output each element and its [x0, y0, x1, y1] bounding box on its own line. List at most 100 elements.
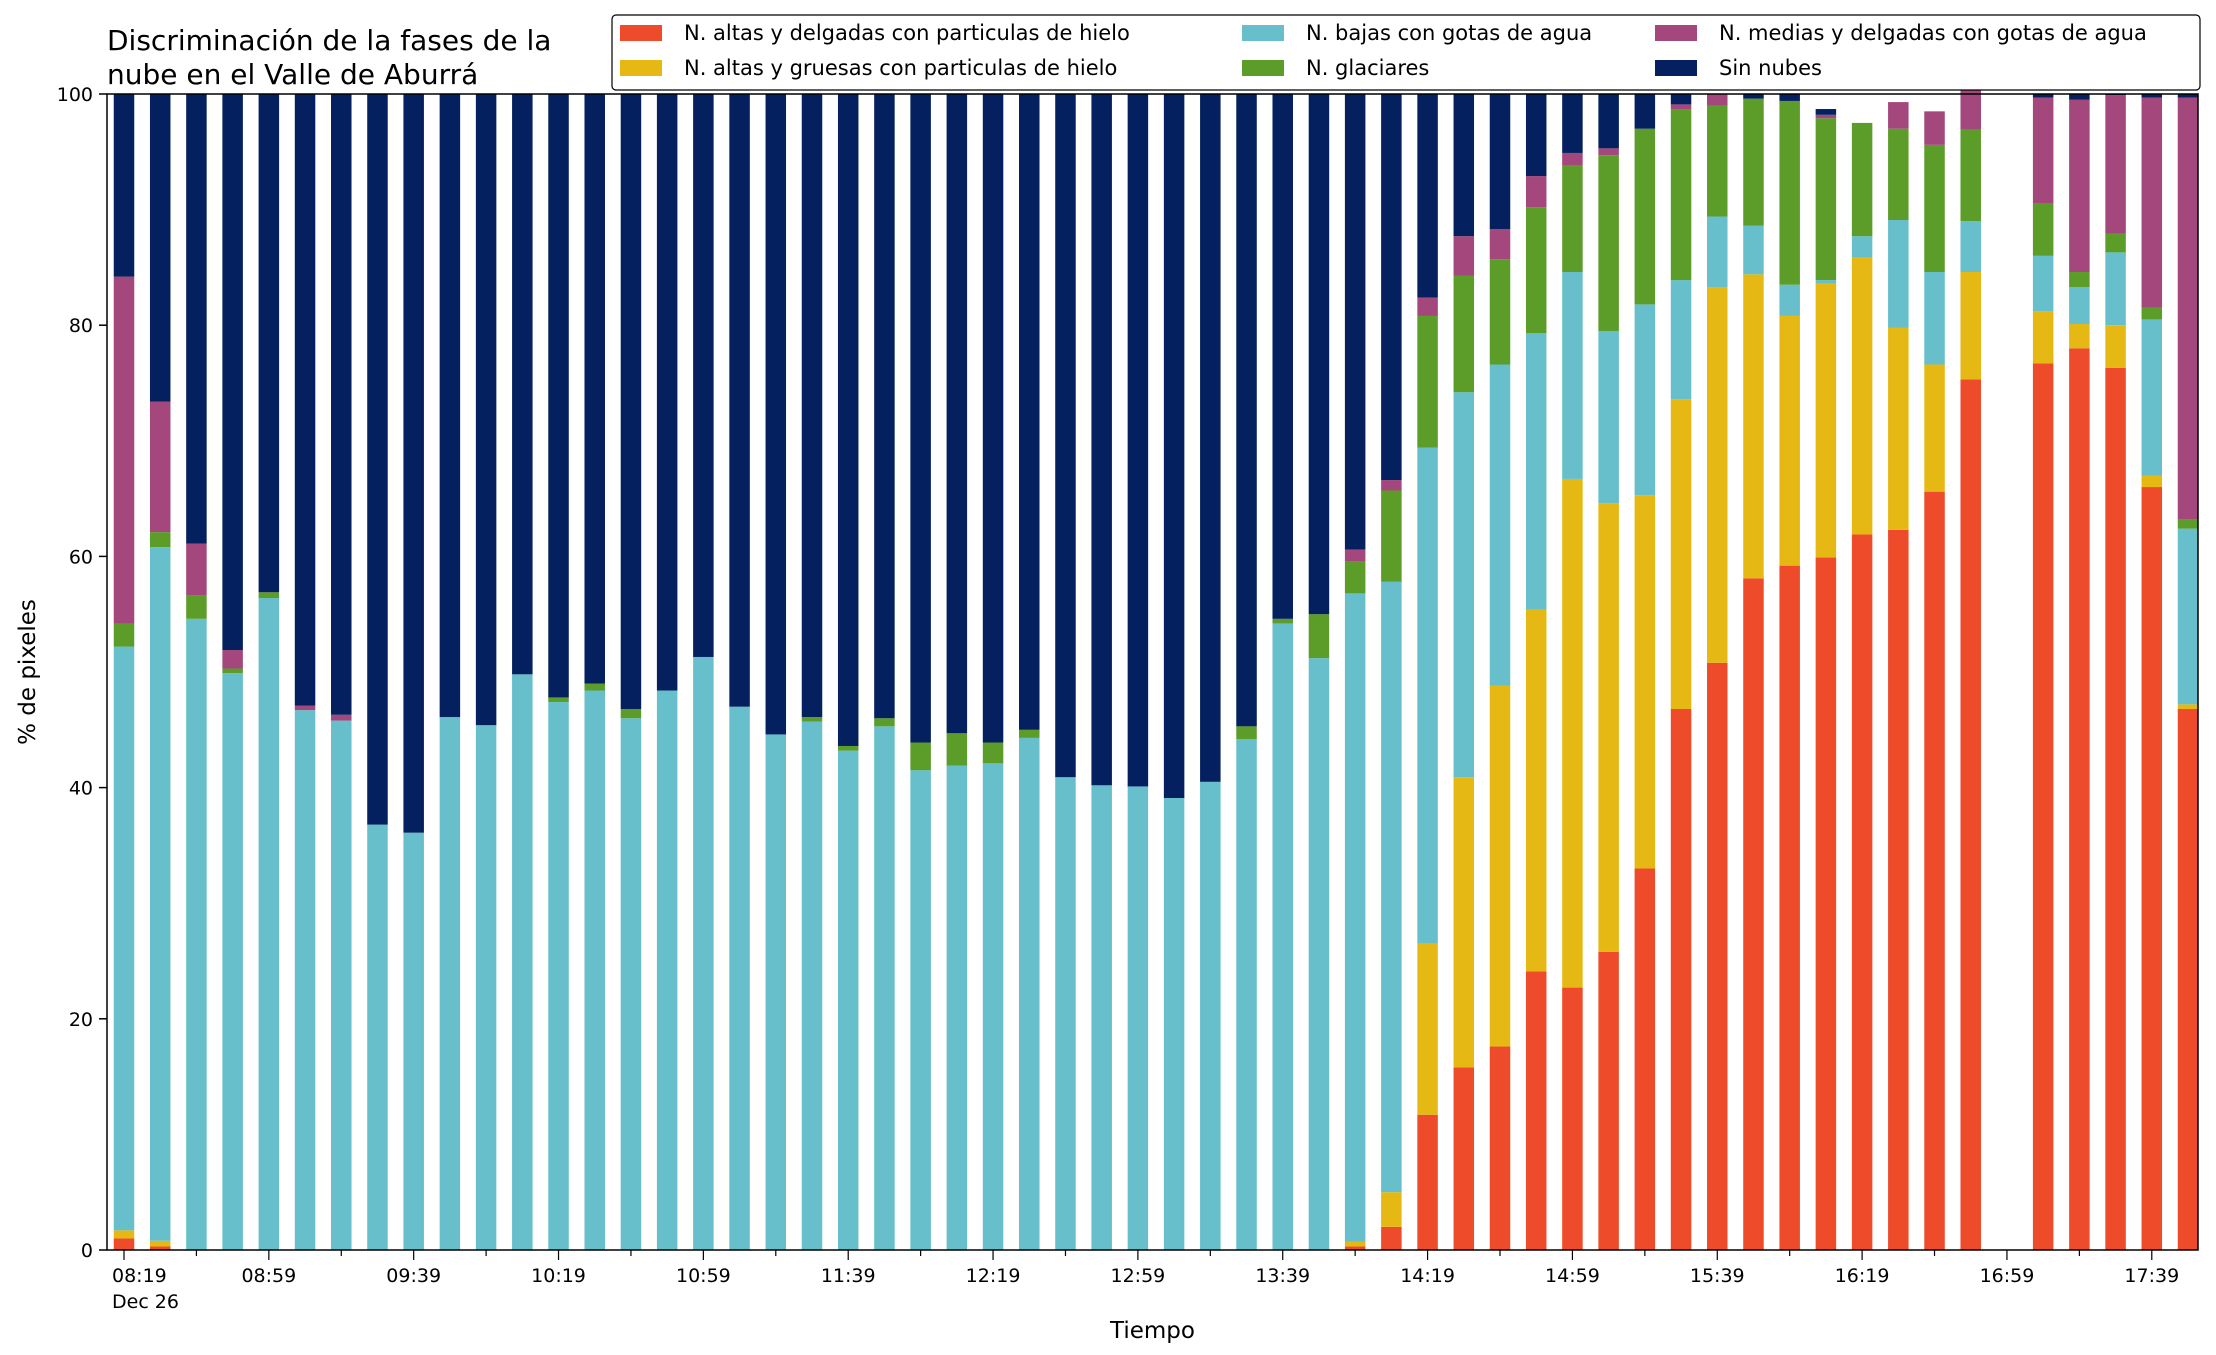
bar-segment-3-38 [1489, 259, 1511, 365]
bar-segment-2-27 [1091, 785, 1112, 1250]
bar-segment-5-42 [1634, 94, 1656, 129]
bar-segment-2-34 [1344, 593, 1366, 1242]
bar-segment-0-49 [1888, 529, 1909, 1250]
bar-segment-3-13 [584, 683, 605, 691]
bar-segment-1-39 [1525, 609, 1547, 972]
x-tick-label-14: 17:39 [2124, 1265, 2179, 1287]
bar-segment-0-1 [149, 1246, 171, 1250]
bar-segment-2-14 [620, 718, 642, 1250]
bar-segment-5-6 [331, 94, 352, 715]
legend-swatch-3 [1242, 60, 1284, 76]
bar-segment-4-47 [1815, 114, 1837, 119]
bar-segment-3-24 [982, 742, 1004, 764]
legend-label-4: N. medias y delgadas con gotas de agua [1719, 21, 2147, 45]
chart-title-line-1: Discriminación de la fases de la [107, 24, 551, 57]
bar-segment-1-50 [1924, 364, 1945, 492]
bar-segment-5-0 [113, 94, 135, 277]
bar-segment-3-35 [1381, 490, 1402, 582]
bar-segment-4-54 [2069, 99, 2090, 273]
bar-segment-4-37 [1453, 236, 1475, 276]
legend-label-3: N. glaciares [1306, 56, 1429, 80]
bar-segment-2-17 [729, 706, 750, 1250]
bar-segment-2-51 [1960, 221, 1981, 273]
bar-segment-5-36 [1417, 94, 1438, 298]
bar-segment-1-36 [1417, 943, 1438, 1115]
y-tick-label-1: 20 [69, 1009, 93, 1031]
bar-segment-5-30 [1200, 94, 1221, 782]
bar-segment-5-25 [1019, 94, 1040, 730]
x-tick-label-10: 14:59 [1545, 1265, 1600, 1287]
bar-segment-0-41 [1598, 951, 1619, 1250]
bar-segment-1-55 [2105, 325, 2126, 368]
bar-segment-5-40 [1562, 94, 1583, 153]
bar-segment-2-1 [149, 547, 171, 1241]
bar-segment-4-40 [1562, 152, 1583, 166]
legend-swatch-0 [620, 25, 662, 41]
bar-segment-3-36 [1417, 315, 1438, 448]
bar-segment-5-3 [222, 94, 243, 651]
bar-segment-1-46 [1779, 315, 1800, 566]
bar-segment-3-46 [1779, 100, 1800, 285]
y-tick-label-0: 0 [81, 1240, 93, 1262]
bar-segment-4-43 [1670, 104, 1692, 110]
bar-segment-4-49 [1888, 102, 1909, 129]
bar-segment-2-49 [1888, 220, 1909, 328]
bar-segment-2-30 [1200, 781, 1221, 1250]
bar-segment-2-2 [186, 618, 207, 1250]
bars-layer [113, 83, 2199, 1251]
legend-label-5: Sin nubes [1719, 56, 1822, 80]
y-tick-label-5: 100 [57, 84, 93, 106]
bar-segment-2-47 [1815, 280, 1837, 284]
bar-segment-5-57 [2177, 94, 2199, 98]
bar-segment-3-34 [1344, 561, 1366, 594]
bar-segment-5-24 [982, 94, 1004, 743]
bar-segment-5-21 [874, 94, 895, 719]
bar-segment-5-38 [1489, 94, 1511, 230]
bar-segment-5-4 [258, 94, 280, 593]
bar-segment-5-34 [1344, 94, 1366, 550]
bar-segment-5-20 [837, 94, 859, 746]
bar-segment-0-54 [2069, 348, 2090, 1250]
bar-segment-2-55 [2105, 252, 2126, 326]
bar-segment-4-53 [2032, 97, 2054, 204]
bar-segment-3-45 [1743, 98, 1764, 226]
bar-segment-4-2 [186, 543, 207, 596]
bar-segment-2-16 [693, 656, 714, 1250]
bar-segment-2-9 [439, 717, 461, 1250]
bar-segment-5-32 [1272, 94, 1293, 619]
bar-segment-3-51 [1960, 129, 1981, 222]
bar-segment-2-44 [1707, 216, 1728, 288]
bar-segment-2-23 [946, 765, 968, 1250]
bar-segment-3-40 [1562, 165, 1583, 273]
bar-segment-2-26 [1055, 777, 1076, 1250]
bar-segment-5-22 [910, 94, 931, 743]
bar-segment-1-47 [1815, 283, 1837, 558]
bar-segment-3-50 [1924, 144, 1945, 273]
bar-segment-5-7 [367, 94, 388, 825]
bar-segment-5-41 [1598, 94, 1619, 149]
bar-segment-5-19 [801, 94, 823, 718]
bar-segment-1-53 [2032, 311, 2054, 364]
bar-segment-3-32 [1272, 618, 1293, 624]
bar-segment-4-3 [222, 650, 243, 669]
bar-segment-0-34 [1344, 1246, 1366, 1250]
bar-segment-5-16 [693, 94, 714, 657]
bar-segment-0-43 [1670, 708, 1692, 1250]
bar-segment-4-56 [2141, 97, 2163, 308]
bar-segment-0-36 [1417, 1114, 1438, 1250]
bar-segment-5-26 [1055, 94, 1076, 778]
bar-segment-2-13 [584, 690, 605, 1250]
bar-segment-5-35 [1381, 94, 1402, 481]
bar-segment-3-25 [1019, 729, 1040, 738]
y-axis: 0 20 40 60 80 100 [57, 84, 107, 1262]
bar-segment-0-46 [1779, 565, 1800, 1250]
bar-segment-5-11 [512, 94, 533, 675]
x-axis: 08:19 Dec 26 08:59 09:39 10:19 10:59 11:39 12:1… [112, 1250, 2179, 1313]
x-tick-label-2: 09:39 [386, 1265, 441, 1287]
bar-segment-5-9 [439, 94, 461, 718]
bar-segment-5-29 [1163, 94, 1185, 798]
bar-segment-3-3 [222, 668, 243, 674]
bar-segment-3-22 [910, 742, 931, 771]
bar-segment-2-56 [2141, 319, 2163, 476]
